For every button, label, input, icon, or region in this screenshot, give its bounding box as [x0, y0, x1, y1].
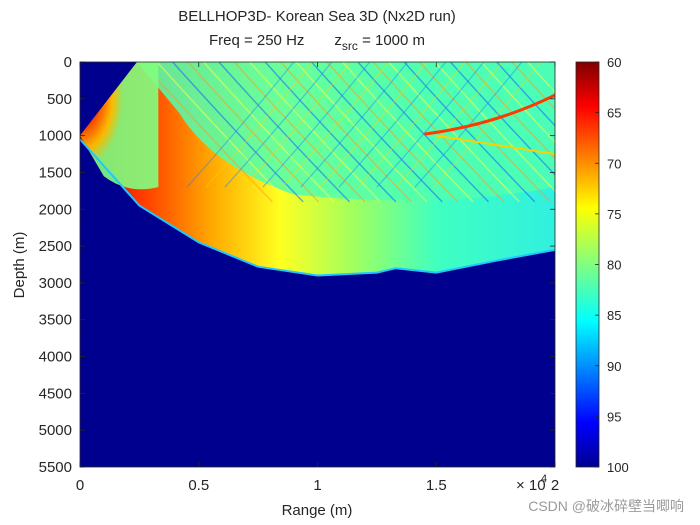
colorbar-tick-label: 95 — [607, 409, 621, 424]
interference-fringe — [262, 62, 371, 188]
interference-fringe — [264, 62, 397, 203]
colorbar-tick-label: 60 — [607, 55, 621, 70]
y-tick-label: 3500 — [39, 312, 72, 329]
interference-fringe — [295, 62, 428, 203]
interference-fringe — [243, 62, 352, 188]
interference-fringe — [496, 62, 555, 127]
interference-fringe — [224, 62, 333, 188]
y-tick-label: 1500 — [39, 164, 72, 181]
bottom-boundary — [80, 138, 555, 277]
interference-fringe — [326, 62, 459, 203]
x-tick-label: 0 — [76, 477, 84, 494]
x-exponent-label: × 10 — [516, 477, 546, 494]
interference-fringe — [376, 62, 485, 188]
interference-fringe — [372, 62, 505, 203]
source-beam-core — [80, 62, 159, 190]
interference-fringe — [341, 62, 474, 203]
interference-fringe — [527, 62, 555, 94]
interference-fringe — [281, 62, 390, 188]
x-tick-label: 2 — [551, 477, 559, 494]
y-tick-label: 2000 — [39, 201, 72, 218]
interference-fringe — [156, 62, 289, 203]
interference-fringe — [357, 62, 466, 188]
interference-fringe — [233, 62, 366, 203]
interference-fringe — [449, 62, 555, 176]
interference-fringe — [414, 62, 523, 188]
chart-title-line1: BELLHOP3D- Korean Sea 3D (Nx2D run) — [178, 8, 456, 25]
y-tick-label: 500 — [47, 91, 72, 108]
x-exponent-power: 4 — [541, 473, 547, 485]
interference-fringe — [465, 62, 555, 160]
colorbar-tick-label: 65 — [607, 106, 621, 121]
interference-fringe — [480, 62, 555, 144]
y-tick-label: 4000 — [39, 349, 72, 366]
interference-fringe — [218, 62, 351, 203]
colorbar-ticks: 60 65 70 75 80 85 90 95 100 — [595, 55, 629, 475]
y-tick-label: 1000 — [39, 128, 72, 145]
interference-fringe — [172, 62, 304, 203]
watermark: CSDN @破冰碎壁当唧响 — [528, 498, 684, 514]
colorbar-tick-label: 100 — [607, 460, 629, 475]
interference-fringe — [419, 62, 551, 203]
colorbar-tick-label: 80 — [607, 258, 621, 273]
interference-fringe — [187, 62, 320, 203]
y-tick-label: 5000 — [39, 422, 72, 439]
colorbar-tick-label: 70 — [607, 156, 621, 171]
y-tick-label: 4500 — [39, 385, 72, 402]
x-axis-ticks: 0 0.5 1 1.5 2 — [76, 62, 559, 494]
interference-fringe — [202, 62, 335, 203]
title-freq: Freq = 250 Hz — [209, 32, 304, 49]
caustic-streak — [424, 93, 555, 136]
title-zsrc-sub: src — [342, 39, 358, 53]
interference-fringe — [205, 62, 314, 188]
interference-fringe — [186, 62, 295, 188]
interference-fringe — [249, 62, 381, 203]
interference-fringe — [319, 62, 428, 188]
interference-fringe — [280, 62, 412, 203]
y-tick-label: 3000 — [39, 275, 72, 292]
x-axis-label: Range (m) — [282, 502, 353, 519]
interference-fringe — [434, 62, 555, 192]
title-zsrc-main: z — [334, 32, 342, 49]
interference-fringe — [311, 62, 443, 203]
colorbar-tick-label: 90 — [607, 359, 621, 374]
colorbar-tick-label: 75 — [607, 207, 621, 222]
interference-fringe — [511, 62, 555, 111]
interference-fringe — [357, 62, 490, 203]
title-zsrc-value: = 1000 m — [358, 32, 425, 49]
y-tick-label: 5500 — [39, 459, 72, 476]
heatmap-area — [80, 62, 555, 467]
y-tick-label: 2500 — [39, 238, 72, 255]
x-tick-label: 1.5 — [426, 477, 447, 494]
y-axis-label: Depth (m) — [11, 232, 28, 299]
interference-fringe — [300, 62, 409, 188]
interference-fringe — [395, 62, 504, 188]
chart-title-line2: Freq = 250 Hz zsrc = 1000 m — [209, 32, 425, 53]
y-tick-label: 0 — [64, 54, 72, 71]
caustic-streak-secondary — [436, 134, 555, 156]
x-tick-label: 0.5 — [188, 477, 209, 494]
x-tick-label: 1 — [313, 477, 321, 494]
y-axis-ticks: 0 500 1000 1500 2000 2500 3000 3500 4000 4500 5000… — [39, 54, 555, 476]
colorbar-tick-label: 85 — [607, 308, 621, 323]
interference-fringe — [403, 62, 536, 203]
interference-fringe — [433, 62, 542, 188]
interference-fringe — [338, 62, 447, 188]
